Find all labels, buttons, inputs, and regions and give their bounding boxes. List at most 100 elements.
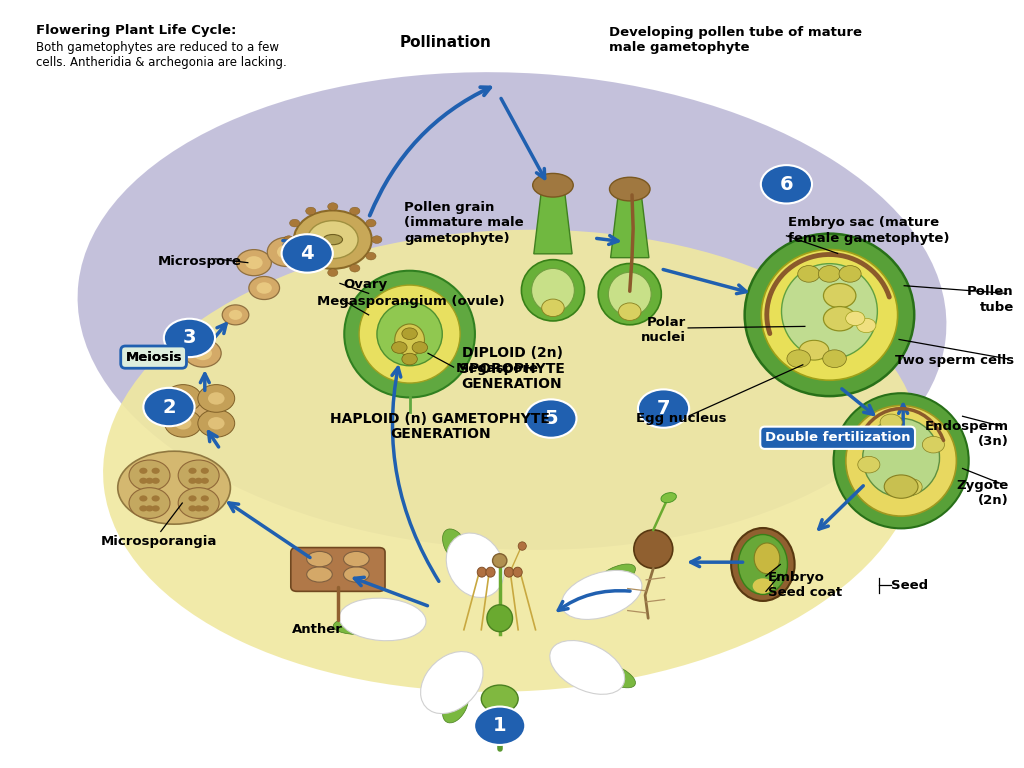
Text: DIPLOID (2n): DIPLOID (2n): [462, 346, 562, 360]
Circle shape: [481, 685, 518, 713]
Ellipse shape: [596, 664, 636, 688]
Circle shape: [152, 495, 160, 502]
Circle shape: [858, 456, 880, 473]
Text: 5: 5: [544, 409, 558, 428]
Ellipse shape: [487, 605, 512, 631]
Circle shape: [201, 468, 209, 474]
Text: Embryo: Embryo: [768, 571, 825, 584]
Text: Polar: Polar: [647, 316, 686, 329]
Circle shape: [152, 468, 160, 474]
Text: 1: 1: [493, 717, 507, 735]
Polygon shape: [610, 192, 649, 258]
Circle shape: [474, 707, 525, 745]
Circle shape: [139, 495, 147, 502]
Ellipse shape: [744, 233, 914, 396]
Circle shape: [198, 409, 234, 437]
Circle shape: [839, 266, 861, 282]
Ellipse shape: [518, 542, 526, 550]
Circle shape: [165, 409, 202, 437]
Ellipse shape: [377, 303, 442, 366]
Circle shape: [249, 276, 280, 300]
FancyBboxPatch shape: [291, 548, 385, 591]
Polygon shape: [534, 188, 572, 254]
Text: cells. Antheridia & archegonia are lacking.: cells. Antheridia & archegonia are lacki…: [36, 57, 287, 69]
Ellipse shape: [103, 230, 921, 692]
Circle shape: [294, 210, 372, 269]
Text: HAPLOID (n) GAMETOPHYTE: HAPLOID (n) GAMETOPHYTE: [331, 412, 550, 425]
Text: Seed coat: Seed coat: [768, 587, 842, 599]
Ellipse shape: [344, 271, 475, 398]
Ellipse shape: [834, 393, 969, 528]
Circle shape: [900, 478, 923, 495]
Ellipse shape: [531, 269, 574, 312]
Ellipse shape: [118, 452, 230, 525]
Circle shape: [178, 488, 219, 518]
Text: Embryo sac (mature: Embryo sac (mature: [788, 217, 940, 229]
Circle shape: [129, 488, 170, 518]
Ellipse shape: [596, 564, 636, 588]
Circle shape: [525, 399, 577, 438]
Ellipse shape: [446, 533, 504, 598]
Circle shape: [846, 311, 865, 326]
Circle shape: [139, 505, 147, 511]
Text: Meiosis: Meiosis: [125, 351, 182, 363]
Ellipse shape: [176, 393, 223, 429]
Circle shape: [143, 388, 195, 426]
Text: 4: 4: [300, 244, 314, 263]
Ellipse shape: [634, 530, 673, 568]
Text: (3n): (3n): [978, 435, 1009, 448]
Ellipse shape: [846, 406, 956, 516]
Text: Zygote: Zygote: [956, 479, 1009, 492]
Ellipse shape: [781, 263, 878, 359]
Circle shape: [152, 478, 160, 484]
Circle shape: [129, 460, 170, 491]
Circle shape: [305, 264, 315, 272]
Text: Seed: Seed: [891, 579, 928, 591]
Text: Developing pollen tube of mature: Developing pollen tube of mature: [609, 26, 862, 38]
Circle shape: [366, 253, 376, 260]
Circle shape: [256, 283, 272, 294]
Text: Megaspore: Megaspore: [456, 362, 539, 375]
Ellipse shape: [339, 598, 426, 641]
Circle shape: [201, 478, 209, 484]
Circle shape: [188, 468, 197, 474]
Ellipse shape: [550, 641, 625, 694]
Circle shape: [208, 392, 224, 405]
Circle shape: [401, 353, 418, 365]
Circle shape: [152, 505, 160, 511]
Text: Pollen: Pollen: [967, 286, 1014, 298]
Circle shape: [786, 350, 811, 368]
Circle shape: [857, 318, 876, 333]
Circle shape: [307, 220, 358, 259]
Circle shape: [923, 436, 944, 453]
Ellipse shape: [731, 528, 795, 601]
Text: SPOROPHYTE: SPOROPHYTE: [459, 362, 565, 376]
Ellipse shape: [761, 250, 898, 380]
Circle shape: [290, 252, 300, 260]
Circle shape: [198, 385, 234, 412]
Ellipse shape: [504, 567, 513, 578]
Circle shape: [139, 468, 147, 474]
Ellipse shape: [493, 554, 507, 568]
Ellipse shape: [344, 567, 370, 582]
Text: 7: 7: [656, 399, 671, 418]
Ellipse shape: [885, 475, 918, 498]
Ellipse shape: [660, 492, 677, 503]
Ellipse shape: [359, 285, 460, 383]
Circle shape: [237, 250, 271, 276]
Circle shape: [188, 495, 197, 502]
Circle shape: [290, 220, 300, 227]
Circle shape: [195, 505, 203, 511]
Ellipse shape: [542, 299, 564, 316]
Ellipse shape: [442, 529, 468, 562]
Text: GENERATION: GENERATION: [462, 377, 562, 391]
Ellipse shape: [442, 690, 468, 723]
Circle shape: [194, 346, 212, 360]
Ellipse shape: [862, 419, 940, 497]
Ellipse shape: [513, 567, 522, 578]
Text: 2: 2: [162, 398, 176, 416]
Circle shape: [880, 414, 902, 431]
Circle shape: [350, 207, 360, 215]
Ellipse shape: [618, 303, 641, 320]
Text: Microspore: Microspore: [158, 255, 242, 267]
